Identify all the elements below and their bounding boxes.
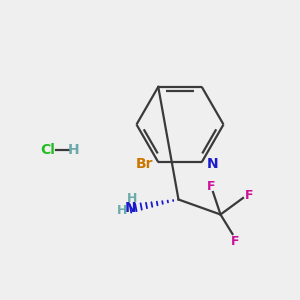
Text: F: F [245,189,253,202]
Text: N: N [207,157,219,171]
Text: H: H [68,143,79,157]
Text: N: N [125,202,136,215]
Text: F: F [207,179,216,193]
Text: H: H [117,203,127,217]
Text: H: H [127,192,137,206]
Text: Cl: Cl [40,143,56,157]
Text: Br: Br [136,157,153,171]
Text: F: F [231,235,239,248]
